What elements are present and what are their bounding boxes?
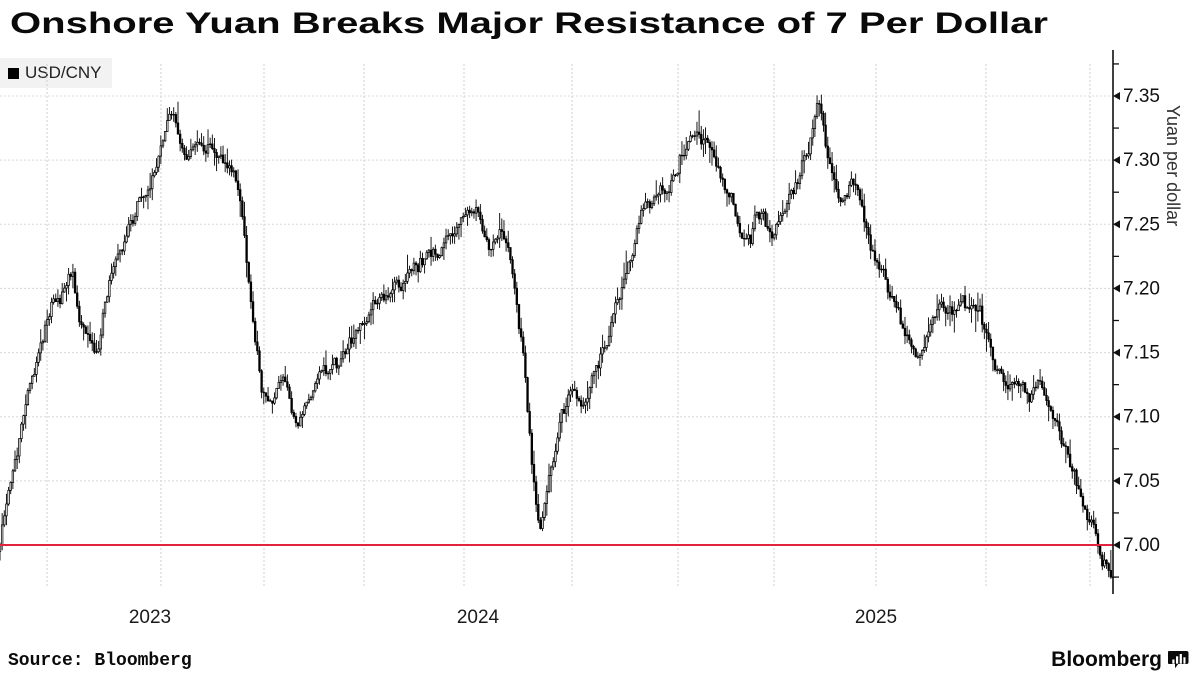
svg-text:7.20: 7.20 xyxy=(1123,278,1160,299)
svg-text:7.30: 7.30 xyxy=(1123,150,1160,171)
svg-text:7.10: 7.10 xyxy=(1123,407,1160,428)
svg-text:7.00: 7.00 xyxy=(1123,535,1160,556)
svg-text:7.05: 7.05 xyxy=(1123,471,1160,492)
svg-text:7.35: 7.35 xyxy=(1123,86,1160,107)
svg-text:7.25: 7.25 xyxy=(1123,214,1160,235)
svg-text:7.15: 7.15 xyxy=(1123,343,1160,364)
